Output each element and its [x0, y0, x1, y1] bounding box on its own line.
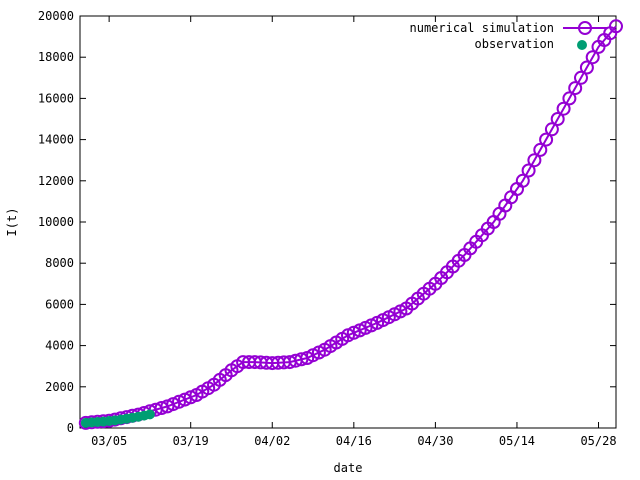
y-tick-label: 18000	[38, 50, 74, 64]
x-tick-label: 04/02	[254, 434, 290, 448]
y-tick-label: 0	[67, 421, 74, 435]
simulation-point	[544, 122, 559, 137]
simulation-point	[539, 132, 554, 147]
simulation-point	[579, 60, 594, 75]
legend-marker-observation	[577, 40, 587, 50]
y-tick-label: 2000	[45, 380, 74, 394]
x-tick-label: 04/30	[417, 434, 453, 448]
simulation-point	[609, 19, 623, 34]
simulation-point	[527, 153, 542, 168]
y-axis: 0 2000 4000 6000 8000 10000 12000 14000 16000 180…	[38, 9, 616, 435]
y-axis-title: I(t)	[5, 208, 19, 237]
x-tick-label: 03/05	[91, 434, 127, 448]
legend-marker-numerical-simulation	[578, 21, 592, 35]
simulation-point	[515, 173, 530, 188]
plot-area	[78, 19, 623, 430]
y-tick-label: 8000	[45, 256, 74, 270]
simulation-point	[585, 50, 600, 65]
simulation-point	[533, 142, 548, 157]
legend-label-numerical-simulation: numerical simulation	[410, 21, 555, 35]
x-tick-label: 05/28	[580, 434, 616, 448]
observation-point	[144, 409, 155, 420]
y-tick-label: 12000	[38, 174, 74, 188]
y-tick-label: 10000	[38, 215, 74, 229]
simulation-point	[521, 163, 536, 178]
simulation-point	[556, 101, 571, 116]
x-axis: 03/05 03/19 04/02 04/16 04/30 05/14 05/28	[91, 16, 617, 448]
simulation-point	[568, 81, 583, 96]
x-tick-label: 05/14	[499, 434, 535, 448]
x-tick-label: 03/19	[173, 434, 209, 448]
legend-label-observation: observation	[475, 37, 554, 51]
series-line-numerical-simulation	[85, 25, 617, 424]
y-tick-label: 14000	[38, 133, 74, 147]
x-tick-label: 04/16	[336, 434, 372, 448]
y-tick-label: 6000	[45, 297, 74, 311]
legend: numerical simulation observation	[410, 21, 607, 51]
simulation-point	[562, 91, 577, 106]
simulation-point	[550, 112, 565, 126]
y-tick-label: 4000	[45, 339, 74, 353]
x-axis-title: date	[334, 461, 363, 475]
plot-frame	[79, 15, 617, 429]
simulation-point	[172, 394, 186, 409]
y-tick-label: 16000	[38, 91, 74, 105]
simulation-point	[574, 70, 588, 85]
y-tick-label: 20000	[38, 9, 74, 23]
